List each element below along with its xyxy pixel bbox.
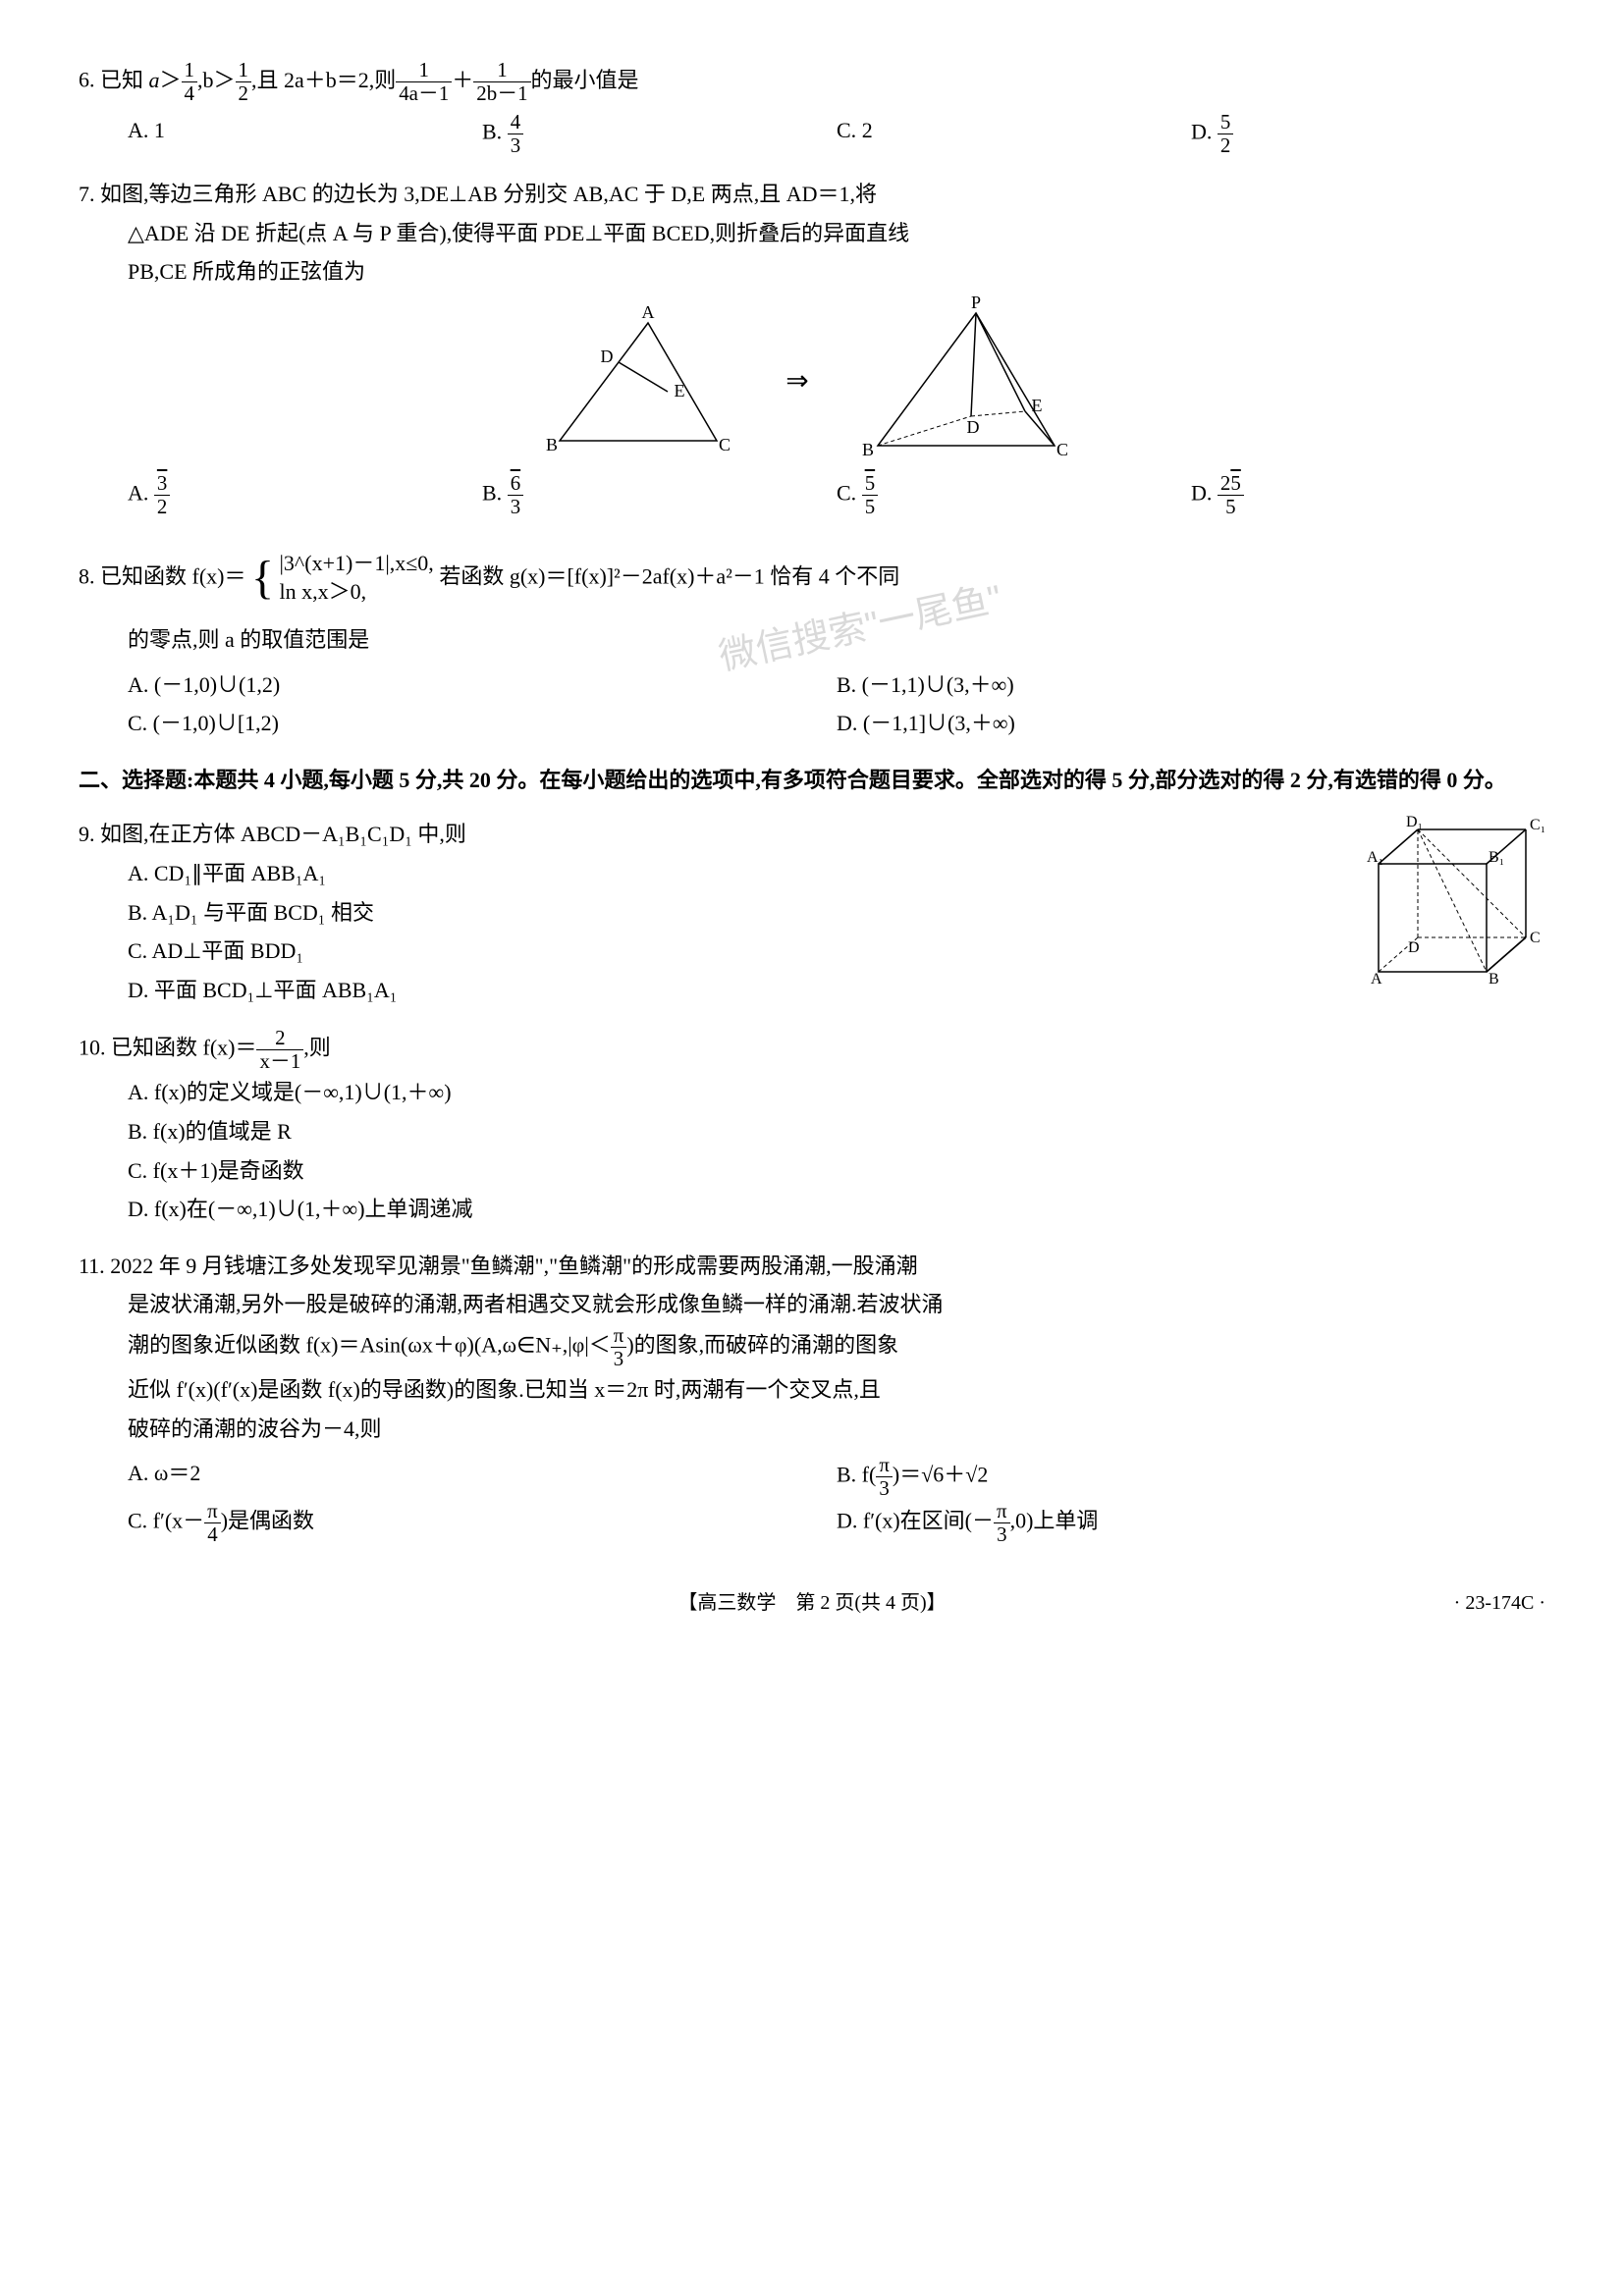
q7-line2: △ADE 沿 DE 折起(点 A 与 P 重合),使得平面 PDE⊥平面 BCE… [79, 214, 1545, 253]
q10-optB: B. f(x)的值域是 R [79, 1112, 1545, 1151]
svg-text:E: E [1031, 396, 1042, 415]
q11-line5: 破碎的涌潮的波谷为－4,则 [79, 1410, 1545, 1449]
q11-line4: 近似 f′(x)(f′(x)是函数 f(x)的导函数)的图象.已知当 x＝2π … [79, 1370, 1545, 1410]
q7-optC: C. 55 [837, 472, 1191, 518]
q7-triangle-before: A B C D E [530, 308, 746, 455]
q6-num: 6. [79, 68, 95, 92]
q6-options: A. 1 B. 43 C. 2 D. 52 [79, 111, 1545, 157]
page-footer: 【高三数学 第 2 页(共 4 页)】 · 23-174C · [79, 1585, 1545, 1621]
q9-optD: D. 平面 BCD₁⊥平面 ABB₁A₁ [79, 971, 1339, 1010]
svg-text:P: P [971, 293, 981, 312]
q10-optA: A. f(x)的定义域是(－∞,1)∪(1,＋∞) [79, 1073, 1545, 1112]
q10-optD: D. f(x)在(－∞,1)∪(1,＋∞)上单调递减 [79, 1190, 1545, 1229]
q11-optD: D. f′(x)在区间(－π3,0)上单调 [837, 1500, 1545, 1546]
svg-text:E: E [675, 381, 685, 400]
q6-optD: D. 52 [1191, 111, 1545, 157]
q11-optB: B. f(π3)＝√6＋√2 [837, 1454, 1545, 1500]
q6-optB: B. 43 [482, 111, 837, 157]
q7-tetrahedron-after: P B C D E [848, 303, 1094, 460]
q11-optC: C. f′(x－π4)是偶函数 [128, 1500, 837, 1546]
q8-optA: A. (－1,0)∪(1,2) [128, 666, 837, 705]
q6-text: 已知 a＞14,b＞12,且 2a＋b＝2,则14a－1＋12b－1的最小值是 [100, 68, 639, 92]
q7-num: 7. [79, 182, 95, 206]
question-9: 9. 如图,在正方体 ABCD－A₁B₁C₁D₁ 中,则 A. CD₁∥平面 A… [79, 815, 1545, 1009]
q10-text2: ,则 [303, 1036, 331, 1060]
svg-text:C: C [1530, 930, 1541, 946]
svg-text:A: A [1371, 971, 1382, 988]
q7-figures: A B C D E ⇒ P B C D E [79, 303, 1545, 460]
q11-options: A. ω＝2 B. f(π3)＝√6＋√2 C. f′(x－π4)是偶函数 D.… [79, 1454, 1545, 1546]
q8-text2: 若函数 g(x)＝[f(x)]²－2af(x)＋a²－1 恰有 4 个不同 [439, 563, 899, 588]
question-7: 7. 如图,等边三角形 ABC 的边长为 3,DE⊥AB 分别交 AB,AC 于… [79, 175, 1545, 518]
q11-optA: A. ω＝2 [128, 1454, 837, 1500]
q7-optA: A. 32 [128, 472, 482, 518]
q11-line1: 2022 年 9 月钱塘江多处发现罕见潮景"鱼鳞潮","鱼鳞潮"的形成需要两股涌… [110, 1254, 917, 1278]
footer-text: 【高三数学 第 2 页(共 4 页)】 [677, 1592, 946, 1614]
q7-line3: PB,CE 所成角的正弦值为 [79, 252, 1545, 292]
arrow-icon: ⇒ [785, 357, 808, 406]
question-8: 8. 已知函数 f(x)＝ { |3^(x+1)－1|,x≤0, ln x,x＞… [79, 536, 1545, 743]
q9-cube-figure: A B C D A₁ B₁ C₁ D₁ [1359, 815, 1545, 991]
q8-piece1: |3^(x+1)－1|,x≤0, [280, 550, 434, 578]
question-11: 11. 2022 年 9 月钱塘江多处发现罕见潮景"鱼鳞潮","鱼鳞潮"的形成需… [79, 1247, 1545, 1546]
question-10: 10. 已知函数 f(x)＝2x－1,则 A. f(x)的定义域是(－∞,1)∪… [79, 1027, 1545, 1228]
svg-text:C₁: C₁ [1530, 817, 1545, 833]
svg-text:B: B [1489, 971, 1499, 988]
q9-num: 9. [79, 822, 95, 846]
q9-text: 如图,在正方体 ABCD－A₁B₁C₁D₁ 中,则 [100, 822, 466, 846]
q8-options: A. (－1,0)∪(1,2) B. (－1,1)∪(3,＋∞) C. (－1,… [79, 666, 1545, 743]
q9-optC: C. AD⊥平面 BDD₁ [79, 932, 1339, 971]
q7-optD: D. 255 [1191, 472, 1545, 518]
svg-text:A: A [642, 302, 655, 322]
q8-text1: 已知函数 f(x)＝ [100, 563, 245, 588]
svg-text:C: C [719, 435, 731, 454]
svg-text:D: D [601, 347, 614, 366]
q6-optA: A. 1 [128, 111, 482, 157]
q7-optB: B. 63 [482, 472, 837, 518]
q10-num: 10. [79, 1036, 106, 1060]
section-2-title: 二、选择题:本题共 4 小题,每小题 5 分,共 20 分。在每小题给出的选项中… [79, 761, 1545, 800]
footer-code: · 23-174C · [1454, 1585, 1545, 1621]
q10-optC: C. f(x＋1)是奇函数 [79, 1151, 1545, 1191]
q10-text1: 已知函数 f(x)＝ [111, 1036, 256, 1060]
svg-text:D: D [966, 417, 979, 437]
q9-optA: A. CD₁∥平面 ABB₁A₁ [79, 854, 1339, 893]
q11-line2: 是波状涌潮,另外一股是破碎的涌潮,两者相遇交叉就会形成像鱼鳞一样的涌潮.若波状涌 [79, 1285, 1545, 1324]
q11-line3: 潮的图象近似函数 f(x)＝Asin(ωx＋φ)(A,ω∈N₊,|φ|＜π3)的… [79, 1324, 1545, 1370]
svg-text:D₁: D₁ [1406, 814, 1423, 830]
svg-text:B₁: B₁ [1489, 849, 1504, 866]
svg-text:A₁: A₁ [1367, 849, 1383, 866]
q9-optB: B. A₁D₁ 与平面 BCD₁ 相交 [79, 893, 1339, 933]
svg-text:B: B [546, 435, 558, 454]
q7-line1: 如图,等边三角形 ABC 的边长为 3,DE⊥AB 分别交 AB,AC 于 D,… [100, 182, 877, 206]
q8-num: 8. [79, 563, 95, 588]
q7-options: A. 32 B. 63 C. 55 D. 255 [79, 472, 1545, 518]
q11-num: 11. [79, 1254, 105, 1278]
q8-piece2: ln x,x＞0, [280, 578, 434, 607]
q8-optD: D. (－1,1]∪(3,＋∞) [837, 704, 1545, 743]
q8-text3: 的零点,则 a 的取值范围是 [79, 620, 1545, 660]
svg-text:B: B [862, 440, 874, 459]
q8-optC: C. (－1,0)∪[1,2) [128, 704, 837, 743]
question-6: 6. 已知 a＞14,b＞12,且 2a＋b＝2,则14a－1＋12b－1的最小… [79, 59, 1545, 157]
svg-text:C: C [1056, 440, 1068, 459]
svg-text:D: D [1408, 939, 1420, 956]
q6-optC: C. 2 [837, 111, 1191, 157]
q8-optB: B. (－1,1)∪(3,＋∞) [837, 666, 1545, 705]
